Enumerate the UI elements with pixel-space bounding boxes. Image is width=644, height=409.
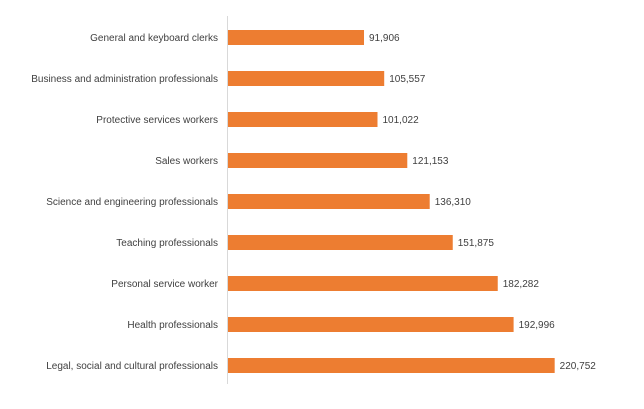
category-label: Legal, social and cultural professionals: [46, 361, 218, 372]
data-label: 101,022: [382, 115, 419, 126]
data-label: 182,282: [503, 279, 540, 290]
data-label: 91,906: [369, 33, 400, 44]
bar: [228, 71, 385, 86]
category-label: Sales workers: [155, 156, 218, 167]
category-label: Business and administration professional…: [31, 74, 218, 85]
bars-layer: [228, 30, 555, 373]
bar: [228, 358, 555, 373]
category-label: General and keyboard clerks: [90, 33, 218, 44]
category-label: Science and engineering professionals: [46, 197, 218, 208]
data-label: 136,310: [435, 197, 472, 208]
data-label: 105,557: [389, 74, 426, 85]
value-labels-layer: 91,906 105,557 101,022 121,153 136,310 151,87…: [369, 33, 596, 372]
bar: [228, 317, 514, 332]
bar: [228, 235, 453, 250]
bar: [228, 276, 498, 291]
category-label: Health professionals: [127, 320, 218, 331]
category-labels-layer: General and keyboard clerks Business and …: [31, 33, 218, 372]
bar: [228, 194, 430, 209]
bar: [228, 153, 408, 168]
bar: [228, 30, 365, 45]
data-label: 121,153: [412, 156, 449, 167]
bar: [228, 112, 378, 127]
category-label: Personal service worker: [111, 279, 218, 290]
category-label: Teaching professionals: [116, 238, 218, 249]
data-label: 192,996: [519, 320, 556, 331]
category-label: Protective services workers: [96, 115, 218, 126]
data-label: 220,752: [560, 361, 597, 372]
data-label: 151,875: [458, 238, 495, 249]
